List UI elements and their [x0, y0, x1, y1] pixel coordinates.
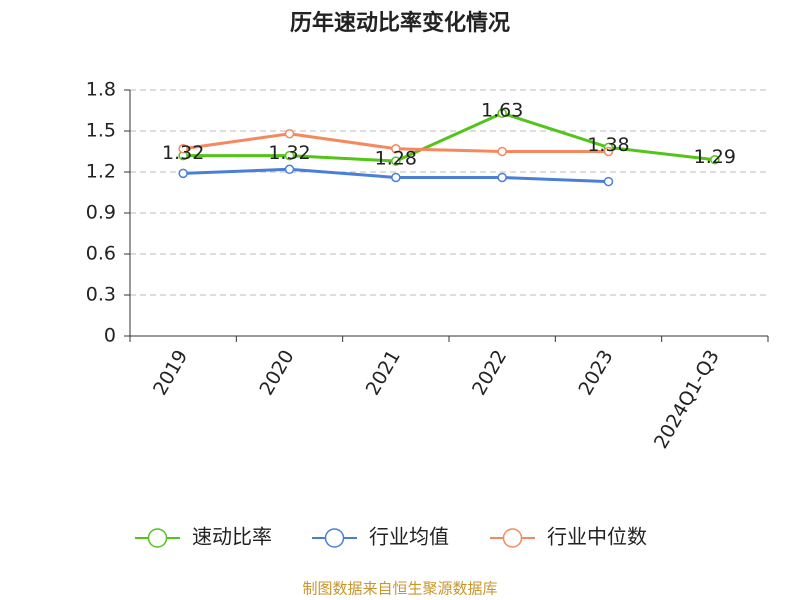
- y-tick-label: 0: [104, 325, 116, 347]
- point: [391, 144, 401, 154]
- point: [284, 150, 295, 161]
- legend-marker: [147, 528, 168, 548]
- point: [603, 176, 614, 187]
- data-label: 1.28: [375, 148, 417, 170]
- data-label: 1.63: [481, 100, 523, 122]
- legend-marker: [502, 528, 523, 548]
- point: [284, 164, 295, 175]
- point: [497, 172, 507, 183]
- y-tick-label: 0.3: [86, 284, 116, 306]
- series-line: [183, 111, 716, 163]
- point: [178, 168, 188, 179]
- legend-marker: [324, 528, 345, 548]
- point: [710, 154, 720, 165]
- data-label: 1.29: [694, 146, 736, 168]
- x-tick-label: 2022: [468, 346, 511, 399]
- chart-title: 历年速动比率变化情况: [290, 10, 510, 36]
- point: [603, 146, 614, 157]
- point: [284, 128, 295, 139]
- point: [391, 172, 401, 183]
- data-label: 1.38: [587, 134, 629, 156]
- legend-label: 速动比率: [192, 525, 272, 549]
- point: [178, 144, 188, 154]
- y-tick-label: 0.6: [86, 243, 116, 265]
- x-tick-label: 2020: [255, 346, 298, 399]
- data-label: 1.32: [268, 142, 310, 164]
- legend-label: 行业中位数: [547, 525, 647, 549]
- x-tick-label: 2024Q1-Q3: [650, 346, 724, 452]
- data-label: 1.32: [162, 142, 204, 164]
- point: [497, 108, 507, 118]
- y-tick-label: 1.5: [86, 120, 116, 142]
- x-tick-label: 2023: [574, 346, 617, 399]
- x-tick-label: 2021: [362, 346, 405, 399]
- y-tick-label: 1.8: [86, 79, 116, 101]
- y-tick-label: 1.2: [86, 161, 116, 183]
- source-note: 制图数据来自恒生聚源数据库: [302, 580, 497, 598]
- point: [391, 156, 401, 166]
- y-tick-label: 0.9: [86, 202, 116, 224]
- x-tick-label: 2019: [149, 346, 192, 399]
- legend-label: 行业均值: [369, 525, 449, 549]
- point: [497, 146, 507, 157]
